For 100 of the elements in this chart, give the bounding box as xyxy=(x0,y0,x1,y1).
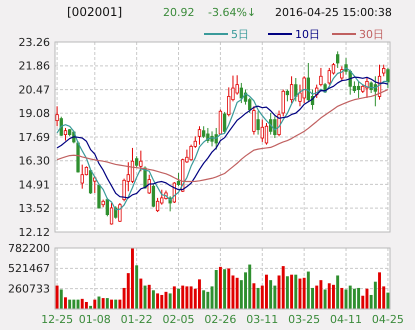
text: 20.92 xyxy=(163,6,194,19)
legend-label: 5日 xyxy=(231,28,249,41)
y-tick-label: 17.69 xyxy=(18,130,50,144)
candlestick xyxy=(189,144,193,162)
candlestick xyxy=(264,122,268,146)
bar xyxy=(290,274,294,309)
candlestick xyxy=(340,66,344,82)
legend-label: 10日 xyxy=(295,28,320,41)
y-tick-label: 12.12 xyxy=(18,226,50,239)
bar xyxy=(265,274,268,309)
y-tick-label: 521467 xyxy=(8,262,50,276)
bar xyxy=(185,286,188,309)
x-tick-label: 01-08 xyxy=(78,313,111,326)
candlestick xyxy=(386,67,390,89)
candlestick xyxy=(319,67,323,87)
candlestick xyxy=(202,126,206,139)
candlestick xyxy=(156,197,160,213)
text: 2016-04-25 15:00:38 xyxy=(275,6,392,19)
candlestick xyxy=(290,76,294,104)
bar xyxy=(190,286,193,309)
bar xyxy=(357,288,360,309)
candlestick xyxy=(80,164,84,190)
bar xyxy=(131,248,134,309)
candlestick xyxy=(214,127,218,150)
bar xyxy=(378,272,381,309)
x-tick-label: 04-11 xyxy=(330,313,362,326)
bar xyxy=(324,290,327,309)
candlestick xyxy=(152,184,156,208)
bar xyxy=(56,286,59,309)
candlestick xyxy=(282,89,285,117)
x-tick-label: 03-25 xyxy=(288,313,320,326)
candlestick xyxy=(336,50,340,68)
y-tick-label: 782200 xyxy=(8,242,50,255)
bar xyxy=(144,286,146,309)
bar xyxy=(84,302,88,309)
candlestick xyxy=(240,82,243,104)
x-tick-label: 03-11 xyxy=(246,313,278,326)
bar xyxy=(286,276,289,309)
candlestick xyxy=(110,202,114,226)
bar xyxy=(252,283,256,309)
bar xyxy=(152,290,155,309)
bar xyxy=(64,297,67,309)
bar xyxy=(168,293,172,309)
bar xyxy=(306,272,310,309)
candlestick xyxy=(139,150,142,172)
bar xyxy=(172,286,176,309)
y-tick-label: 14.91 xyxy=(18,178,50,192)
y-tick-label: 16.30 xyxy=(18,154,50,168)
bar xyxy=(68,300,72,309)
bar xyxy=(298,278,302,309)
bar xyxy=(344,290,348,309)
candlestick xyxy=(122,178,126,202)
bar xyxy=(332,284,335,309)
bar xyxy=(218,266,222,309)
y-tick-label: 23.26 xyxy=(18,36,50,49)
candlestick xyxy=(252,106,256,136)
candlestick xyxy=(256,110,260,136)
candlestick xyxy=(64,127,68,142)
bar xyxy=(76,300,80,309)
candlestick xyxy=(294,77,298,102)
candlestick xyxy=(227,86,230,117)
bar xyxy=(319,280,322,309)
bar xyxy=(110,300,113,309)
bar xyxy=(256,288,260,309)
bar xyxy=(102,298,105,309)
candlestick xyxy=(273,116,276,139)
candlestick xyxy=(306,62,310,102)
x-tick-label: 01-22 xyxy=(120,313,153,326)
candlestick xyxy=(286,89,290,102)
candlestick xyxy=(135,156,138,168)
bar xyxy=(386,292,390,309)
bar xyxy=(156,293,160,309)
candlestick xyxy=(302,76,306,104)
x-tick-label: 02-26 xyxy=(204,313,236,326)
bar xyxy=(336,275,340,309)
candlestick xyxy=(148,174,151,194)
candlestick xyxy=(176,172,180,187)
bar xyxy=(202,290,206,309)
candlestick xyxy=(260,119,264,142)
legend-label: 30日 xyxy=(359,28,384,41)
x-tick-label: 12-25 xyxy=(41,313,74,326)
bar xyxy=(340,288,344,309)
y-tick-label: 13.52 xyxy=(18,202,50,215)
y-tick-label: 21.86 xyxy=(18,60,50,73)
bar xyxy=(366,288,368,309)
bar xyxy=(302,278,306,309)
y-tick-label: 19.08 xyxy=(18,107,50,120)
bar xyxy=(135,265,138,309)
bar xyxy=(139,278,142,309)
candlestick xyxy=(88,169,92,194)
bar xyxy=(352,288,356,309)
text: -3.64%↓ xyxy=(208,6,256,19)
bar xyxy=(106,298,109,309)
candlestick xyxy=(218,109,222,136)
y-tick-label: 20.47 xyxy=(18,83,50,96)
candlestick xyxy=(382,64,386,77)
bar xyxy=(223,269,226,309)
bar xyxy=(269,280,272,309)
candlestick xyxy=(356,80,360,98)
y-tick-label: 260733 xyxy=(8,282,50,296)
